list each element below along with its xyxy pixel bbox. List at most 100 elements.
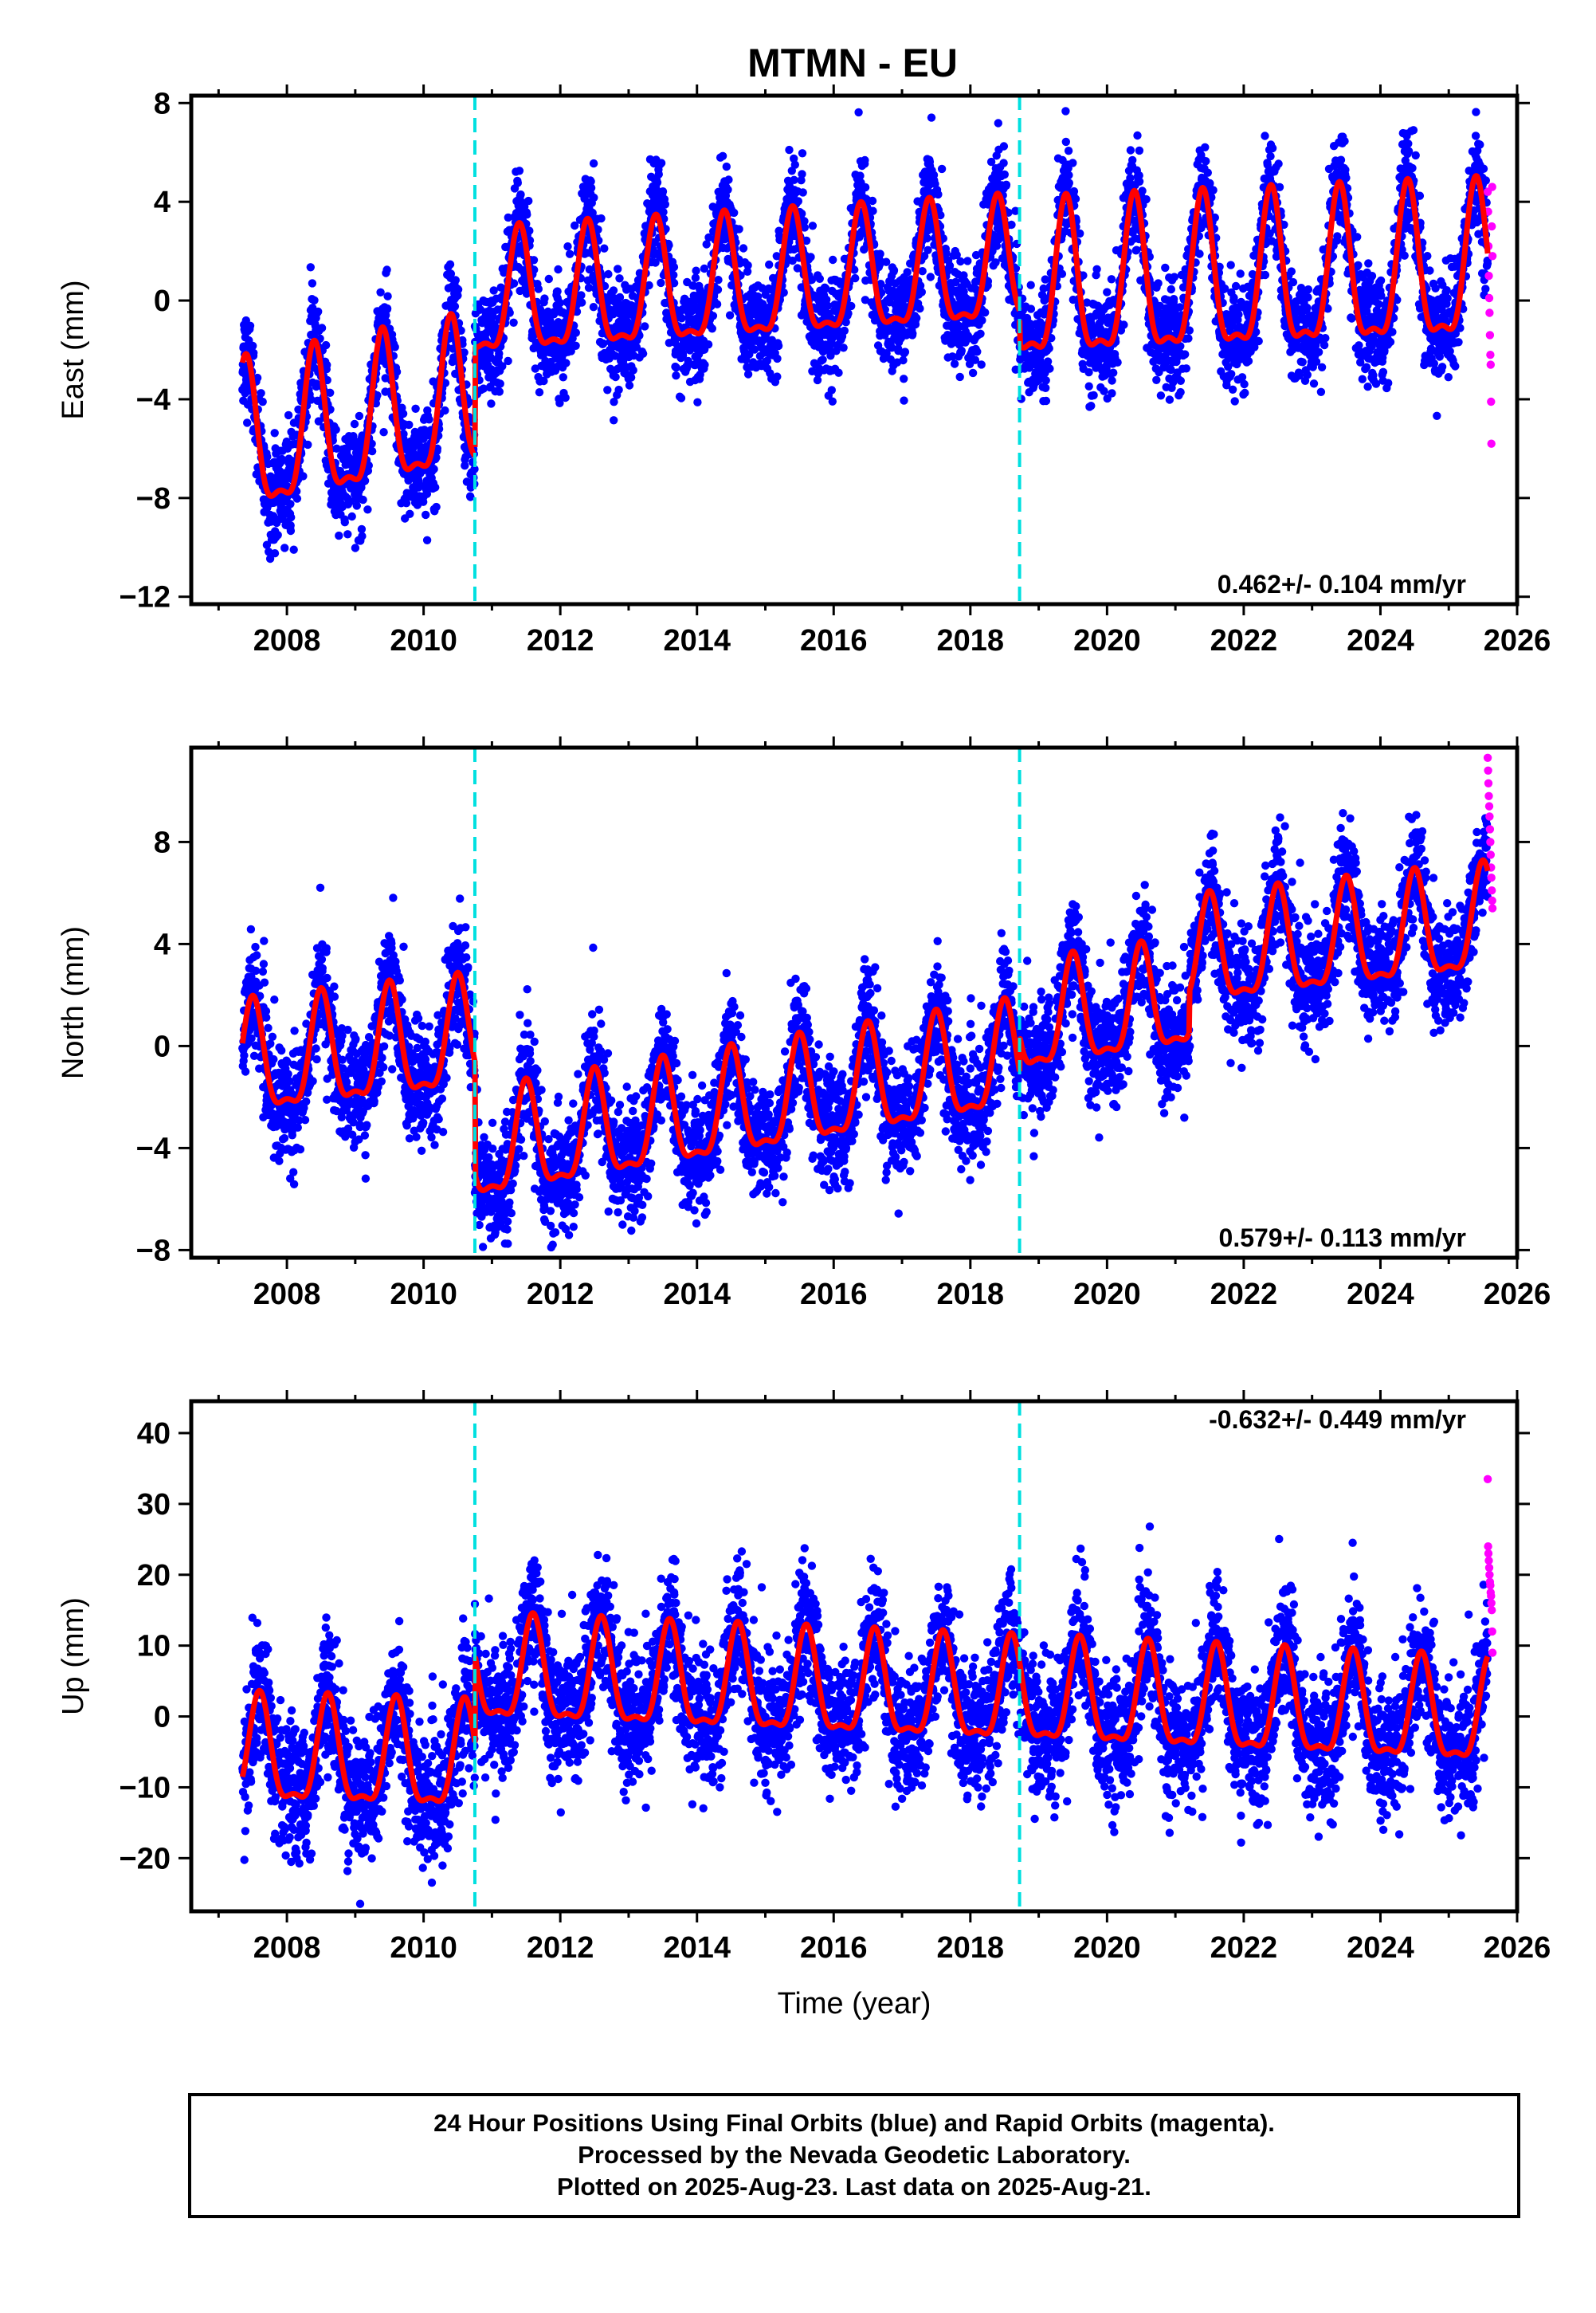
data-point	[1261, 132, 1269, 140]
data-point	[900, 348, 910, 356]
data-point	[1002, 180, 1011, 189]
data-point	[589, 159, 598, 168]
data-point	[555, 399, 564, 407]
data-point	[861, 155, 869, 165]
data-point	[1100, 387, 1108, 395]
data-point	[523, 210, 531, 219]
east-final-points	[238, 107, 1492, 564]
data-point	[1181, 350, 1190, 359]
data-point	[1026, 304, 1036, 313]
data-point	[999, 159, 1008, 167]
data-point	[1041, 396, 1051, 406]
data-point	[509, 318, 518, 327]
data-point	[364, 461, 373, 470]
data-point	[270, 429, 279, 438]
data-point	[1132, 245, 1141, 254]
data-point	[1128, 155, 1137, 165]
data-point	[955, 372, 964, 382]
data-point	[1261, 270, 1270, 280]
data-point	[1156, 391, 1166, 400]
data-point	[292, 494, 302, 503]
data-point	[708, 312, 718, 320]
data-point	[934, 190, 943, 199]
data-point	[590, 193, 598, 202]
data-point	[359, 495, 367, 505]
data-point	[286, 526, 296, 536]
data-point	[676, 394, 686, 403]
data-point	[851, 273, 860, 283]
data-point	[828, 397, 837, 406]
data-point	[373, 391, 382, 400]
data-point	[847, 301, 856, 311]
data-point	[926, 273, 935, 281]
data-point	[724, 175, 733, 184]
data-point	[399, 430, 408, 438]
data-point	[973, 348, 982, 356]
data-point	[957, 346, 967, 355]
data-point	[735, 225, 743, 234]
data-point	[714, 276, 723, 285]
data-point	[308, 279, 317, 288]
data-point	[739, 244, 748, 253]
data-point	[692, 266, 700, 275]
data-point	[1084, 367, 1093, 377]
data-point	[392, 367, 402, 376]
data-point	[723, 185, 732, 194]
data-point	[1089, 391, 1098, 400]
data-point	[257, 389, 265, 398]
data-point	[839, 344, 848, 352]
data-point	[525, 226, 534, 235]
data-point	[306, 263, 315, 272]
data-point	[323, 360, 331, 370]
data-point	[280, 476, 290, 485]
data-point	[827, 386, 837, 395]
data-point	[466, 493, 475, 501]
data-point	[451, 276, 460, 285]
data-point	[963, 257, 972, 265]
data-point	[999, 142, 1009, 151]
data-point	[615, 274, 624, 283]
data-point	[1045, 344, 1053, 353]
data-point	[654, 170, 663, 179]
data-point	[287, 512, 296, 522]
data-point	[553, 287, 562, 296]
data-point	[539, 376, 548, 386]
data-point	[794, 197, 802, 206]
data-point	[1268, 143, 1277, 153]
data-point	[869, 206, 877, 215]
data-point	[516, 190, 525, 199]
data-point	[614, 385, 623, 395]
data-point	[461, 461, 469, 470]
data-point	[585, 265, 594, 274]
east-plot-area: 2008 2010 2012 2014 2016 2018 2020 2022 2024 2026…	[120, 84, 1551, 658]
data-point	[635, 269, 645, 277]
data-point	[460, 348, 469, 357]
data-point	[712, 300, 722, 308]
data-point	[808, 222, 818, 230]
data-point	[1142, 194, 1151, 204]
data-point	[1084, 382, 1093, 391]
east-panel: 2008 2010 2012 2014 2016 2018 2020 2022 2024 2026…	[57, 84, 1551, 658]
data-point	[286, 500, 295, 509]
data-point	[1076, 229, 1084, 238]
data-point	[1241, 388, 1249, 398]
data-point	[390, 343, 399, 351]
data-point	[806, 253, 815, 261]
data-point	[625, 381, 634, 390]
data-point	[445, 260, 455, 269]
data-point	[317, 324, 327, 332]
data-point	[544, 274, 553, 284]
data-point	[352, 501, 361, 510]
data-point	[916, 304, 924, 313]
data-point	[610, 416, 618, 425]
east-data-layer	[238, 107, 1497, 564]
data-point	[1152, 375, 1161, 384]
data-point	[479, 384, 488, 393]
data-point	[314, 417, 324, 426]
data-point	[626, 373, 636, 382]
data-point	[577, 291, 586, 300]
data-point	[1065, 171, 1073, 179]
data-point	[908, 329, 917, 338]
data-point	[562, 359, 571, 367]
data-point	[405, 420, 414, 430]
